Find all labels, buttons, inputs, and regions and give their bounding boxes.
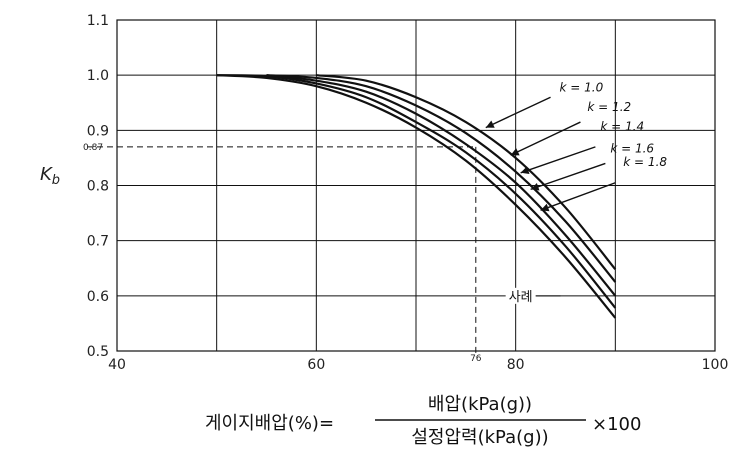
y-tick-label: 0.6 [87,289,109,305]
formula-denominator: 설정압력(kPa(g)) [411,427,548,448]
series-label-3: k = 1.4 [600,119,644,133]
example-reference-layer [87,146,477,357]
series-leader-line-4 [530,162,606,191]
series-layer [216,74,617,319]
y-axis-label: Kb [40,164,60,188]
y-tick-label: 1.0 [87,68,109,84]
series-line-1 [316,74,617,271]
series-arrowhead-5 [540,203,550,212]
series-line-3 [266,74,617,297]
grid-layer [116,19,716,352]
example-label-background [505,287,536,304]
series-line-4 [216,74,617,309]
y-tick-label: 0.8 [87,179,109,195]
x-tick-label: 60 [307,357,325,373]
y-tick-label: 0.9 [87,123,109,139]
series-line-5 [216,74,617,319]
formula-numerator: 배압(kPa(g)) [428,394,532,415]
example-x-value-label: 76 [470,354,482,364]
formula-left: 게이지배압(%)= [205,413,334,434]
x-tick-label: 80 [507,357,525,373]
example-label: 사례 [509,290,533,305]
y-tick-label: 1.1 [87,13,109,29]
y-tick-label: 0.5 [87,344,109,360]
example-y-value-label: 0.87 [83,143,103,153]
series-leader-line-5 [540,182,616,211]
series-label-4: k = 1.6 [610,141,654,155]
series-line-2 [266,74,617,283]
series-leader-line-3 [520,146,596,174]
series-arrowhead-1 [485,120,495,128]
series-leader-line-1 [485,96,551,129]
series-leader-line-2 [510,121,581,156]
series-arrowhead-4 [530,182,540,191]
formula-multiplier: ×100 [592,414,641,435]
series-label-2: k = 1.2 [587,100,631,114]
tick-layer: 40 60 80 100 0.5 0.6 0.7 0.8 0.9 1.0 1.1 [87,13,729,373]
series-label-5: k = 1.8 [623,155,667,169]
y-tick-label: 0.7 [87,234,109,250]
series-arrowhead-2 [510,148,520,156]
series-label-1: k = 1.0 [560,81,604,95]
x-tick-label: 40 [108,357,126,373]
label-layer: 76 0.87 사례 k = 1.0 k = 1.2 k = 1.4 k = 1.6k = … [83,81,667,364]
x-tick-label: 100 [702,357,729,373]
series-arrowhead-3 [520,166,530,174]
